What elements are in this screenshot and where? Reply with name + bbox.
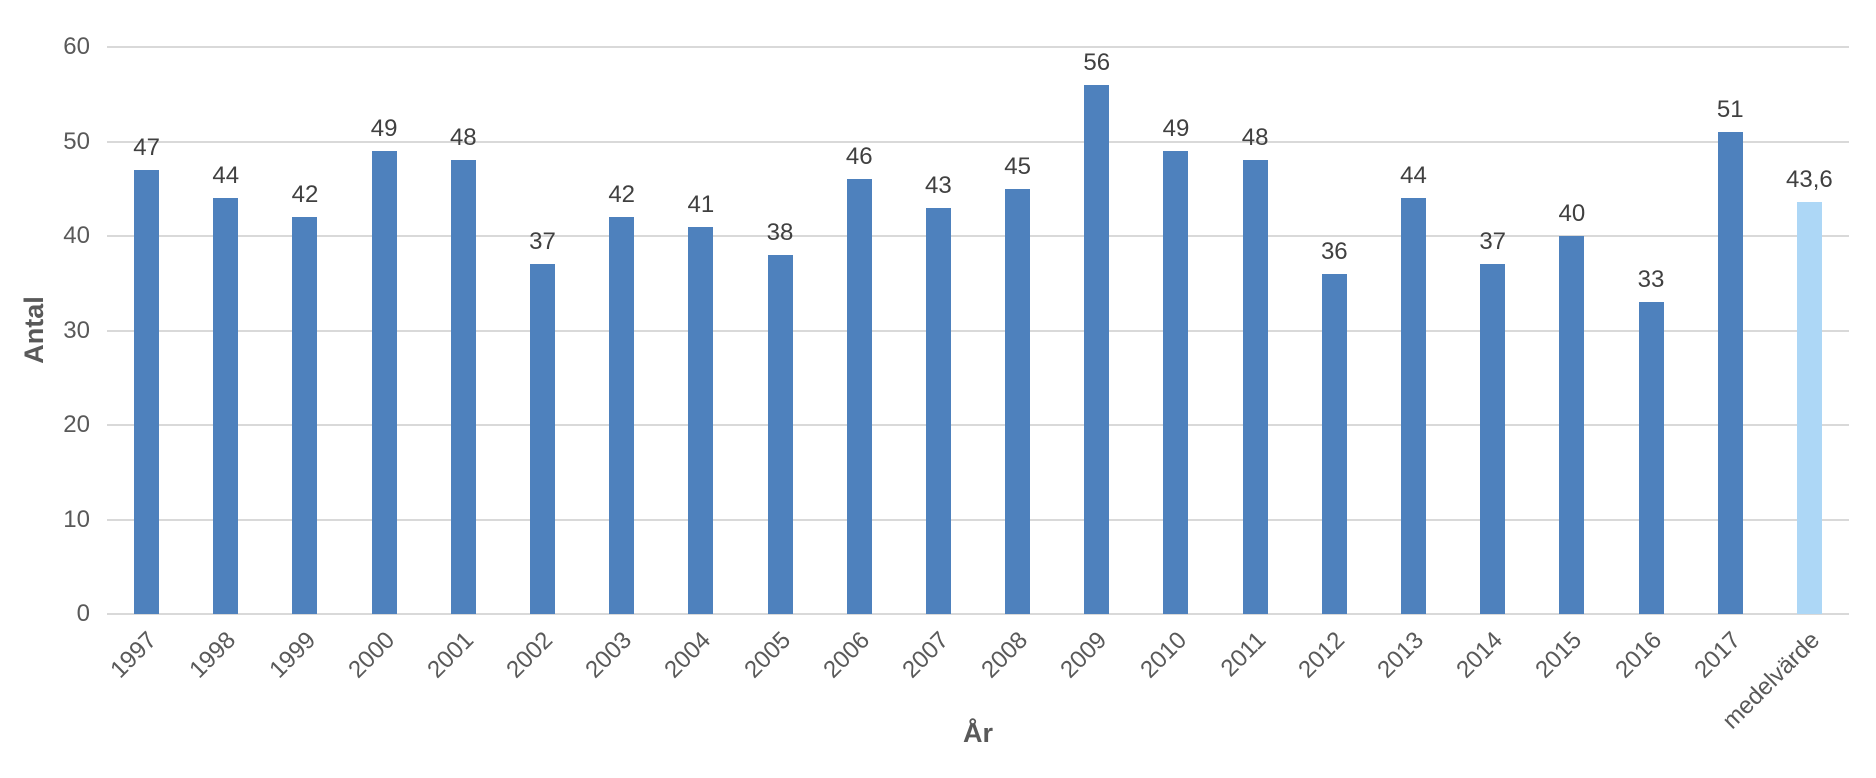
bar-2008 — [1005, 188, 1031, 614]
bar-1999 — [292, 217, 318, 614]
value-label-2012: 36 — [1320, 237, 1348, 265]
value-label-medelvärde: 43,6 — [1786, 165, 1833, 193]
gridline-y20 — [107, 424, 1849, 426]
gridline-y60 — [107, 46, 1849, 48]
gridline-y0 — [107, 613, 1849, 615]
value-label-2004: 41 — [687, 190, 715, 218]
value-label-2000: 49 — [370, 114, 398, 142]
x-axis-title: År — [962, 718, 993, 748]
value-label-2017: 51 — [1716, 96, 1744, 124]
value-label-1999: 42 — [291, 181, 319, 209]
y-tick-label-60: 60 — [63, 33, 90, 60]
x-tick-label-1999: 1999 — [263, 626, 321, 684]
x-tick-label-2002: 2002 — [501, 626, 559, 684]
x-tick-label-2009: 2009 — [1055, 626, 1113, 684]
bar-2010 — [1163, 150, 1189, 614]
value-label-2015: 40 — [1558, 200, 1586, 227]
bar-medelvärde — [1796, 201, 1822, 614]
bar-2009 — [1084, 84, 1110, 614]
bar-1998 — [213, 198, 239, 614]
value-label-2011: 48 — [1241, 124, 1269, 152]
bar-2001 — [450, 160, 476, 614]
value-label-2006: 46 — [845, 143, 873, 171]
x-tick-label-2014: 2014 — [1451, 626, 1509, 684]
x-tick-label-2001: 2001 — [422, 626, 480, 684]
gridline-y50 — [107, 140, 1849, 143]
bar-2011 — [1242, 160, 1268, 614]
x-tick-label-2011: 2011 — [1215, 626, 1271, 683]
x-tick-label-1998: 1998 — [184, 626, 242, 684]
gridline-y40 — [107, 235, 1849, 237]
y-tick-label-10: 10 — [63, 505, 90, 533]
y-tick-label-0: 0 — [76, 600, 90, 627]
x-tick-label-2008: 2008 — [976, 626, 1034, 684]
x-tick-label-2005: 2005 — [738, 626, 796, 684]
value-label-2014: 37 — [1479, 228, 1507, 256]
value-label-2001: 48 — [449, 124, 477, 152]
x-tick-label-2017: 2017 — [1689, 626, 1746, 684]
x-tick-label-2010: 2010 — [1134, 626, 1192, 684]
value-label-2005: 38 — [766, 218, 794, 246]
bar-2014 — [1480, 264, 1506, 614]
gridline-y30 — [107, 329, 1849, 332]
bar-2005 — [767, 254, 793, 614]
x-tick-label-2012: 2012 — [1293, 626, 1351, 684]
bar-2000 — [371, 150, 397, 614]
bar-1997 — [134, 169, 160, 614]
value-label-2003: 42 — [608, 181, 636, 209]
bar-2016 — [1638, 302, 1664, 614]
y-tick-label-30: 30 — [63, 316, 90, 344]
x-tick-label-2003: 2003 — [580, 626, 638, 684]
y-tick-label-40: 40 — [63, 222, 90, 249]
bar-2017 — [1717, 132, 1743, 614]
value-label-2016: 33 — [1637, 266, 1665, 294]
bar-2004 — [688, 226, 714, 614]
x-tick-label-2004: 2004 — [659, 626, 717, 684]
y-tick-label-50: 50 — [63, 127, 90, 155]
bar-2007 — [925, 207, 951, 614]
bar-2012 — [1321, 273, 1347, 614]
bar-2002 — [530, 264, 555, 614]
bar-2015 — [1559, 236, 1585, 614]
bar-2003 — [609, 217, 635, 614]
bar-2006 — [846, 179, 872, 614]
x-tick-label-2015: 2015 — [1530, 626, 1588, 684]
value-label-2007: 43 — [925, 171, 952, 199]
y-tick-label-20: 20 — [63, 411, 90, 438]
value-label-2010: 49 — [1162, 114, 1190, 142]
value-label-2008: 45 — [1004, 152, 1031, 180]
value-label-2002: 37 — [529, 228, 556, 256]
x-tick-label-1997: 1997 — [105, 626, 163, 684]
x-tick-label-2006: 2006 — [818, 626, 875, 684]
value-label-2013: 44 — [1400, 162, 1427, 190]
value-label-1998: 44 — [212, 162, 240, 190]
bar-2013 — [1401, 198, 1426, 614]
plot-area: 47 1997 44 1998 42 1999 49 2000 48 2001 37 2002 42 20… — [105, 46, 1849, 734]
gridline-y10 — [107, 518, 1849, 521]
value-label-2009: 56 — [1083, 48, 1111, 76]
x-tick-label-2007: 2007 — [897, 626, 955, 684]
x-tick-label-2016: 2016 — [1609, 626, 1667, 684]
x-tick-label-2000: 2000 — [342, 626, 400, 684]
value-label-1997: 47 — [133, 133, 160, 161]
x-tick-label-2013: 2013 — [1372, 626, 1430, 684]
